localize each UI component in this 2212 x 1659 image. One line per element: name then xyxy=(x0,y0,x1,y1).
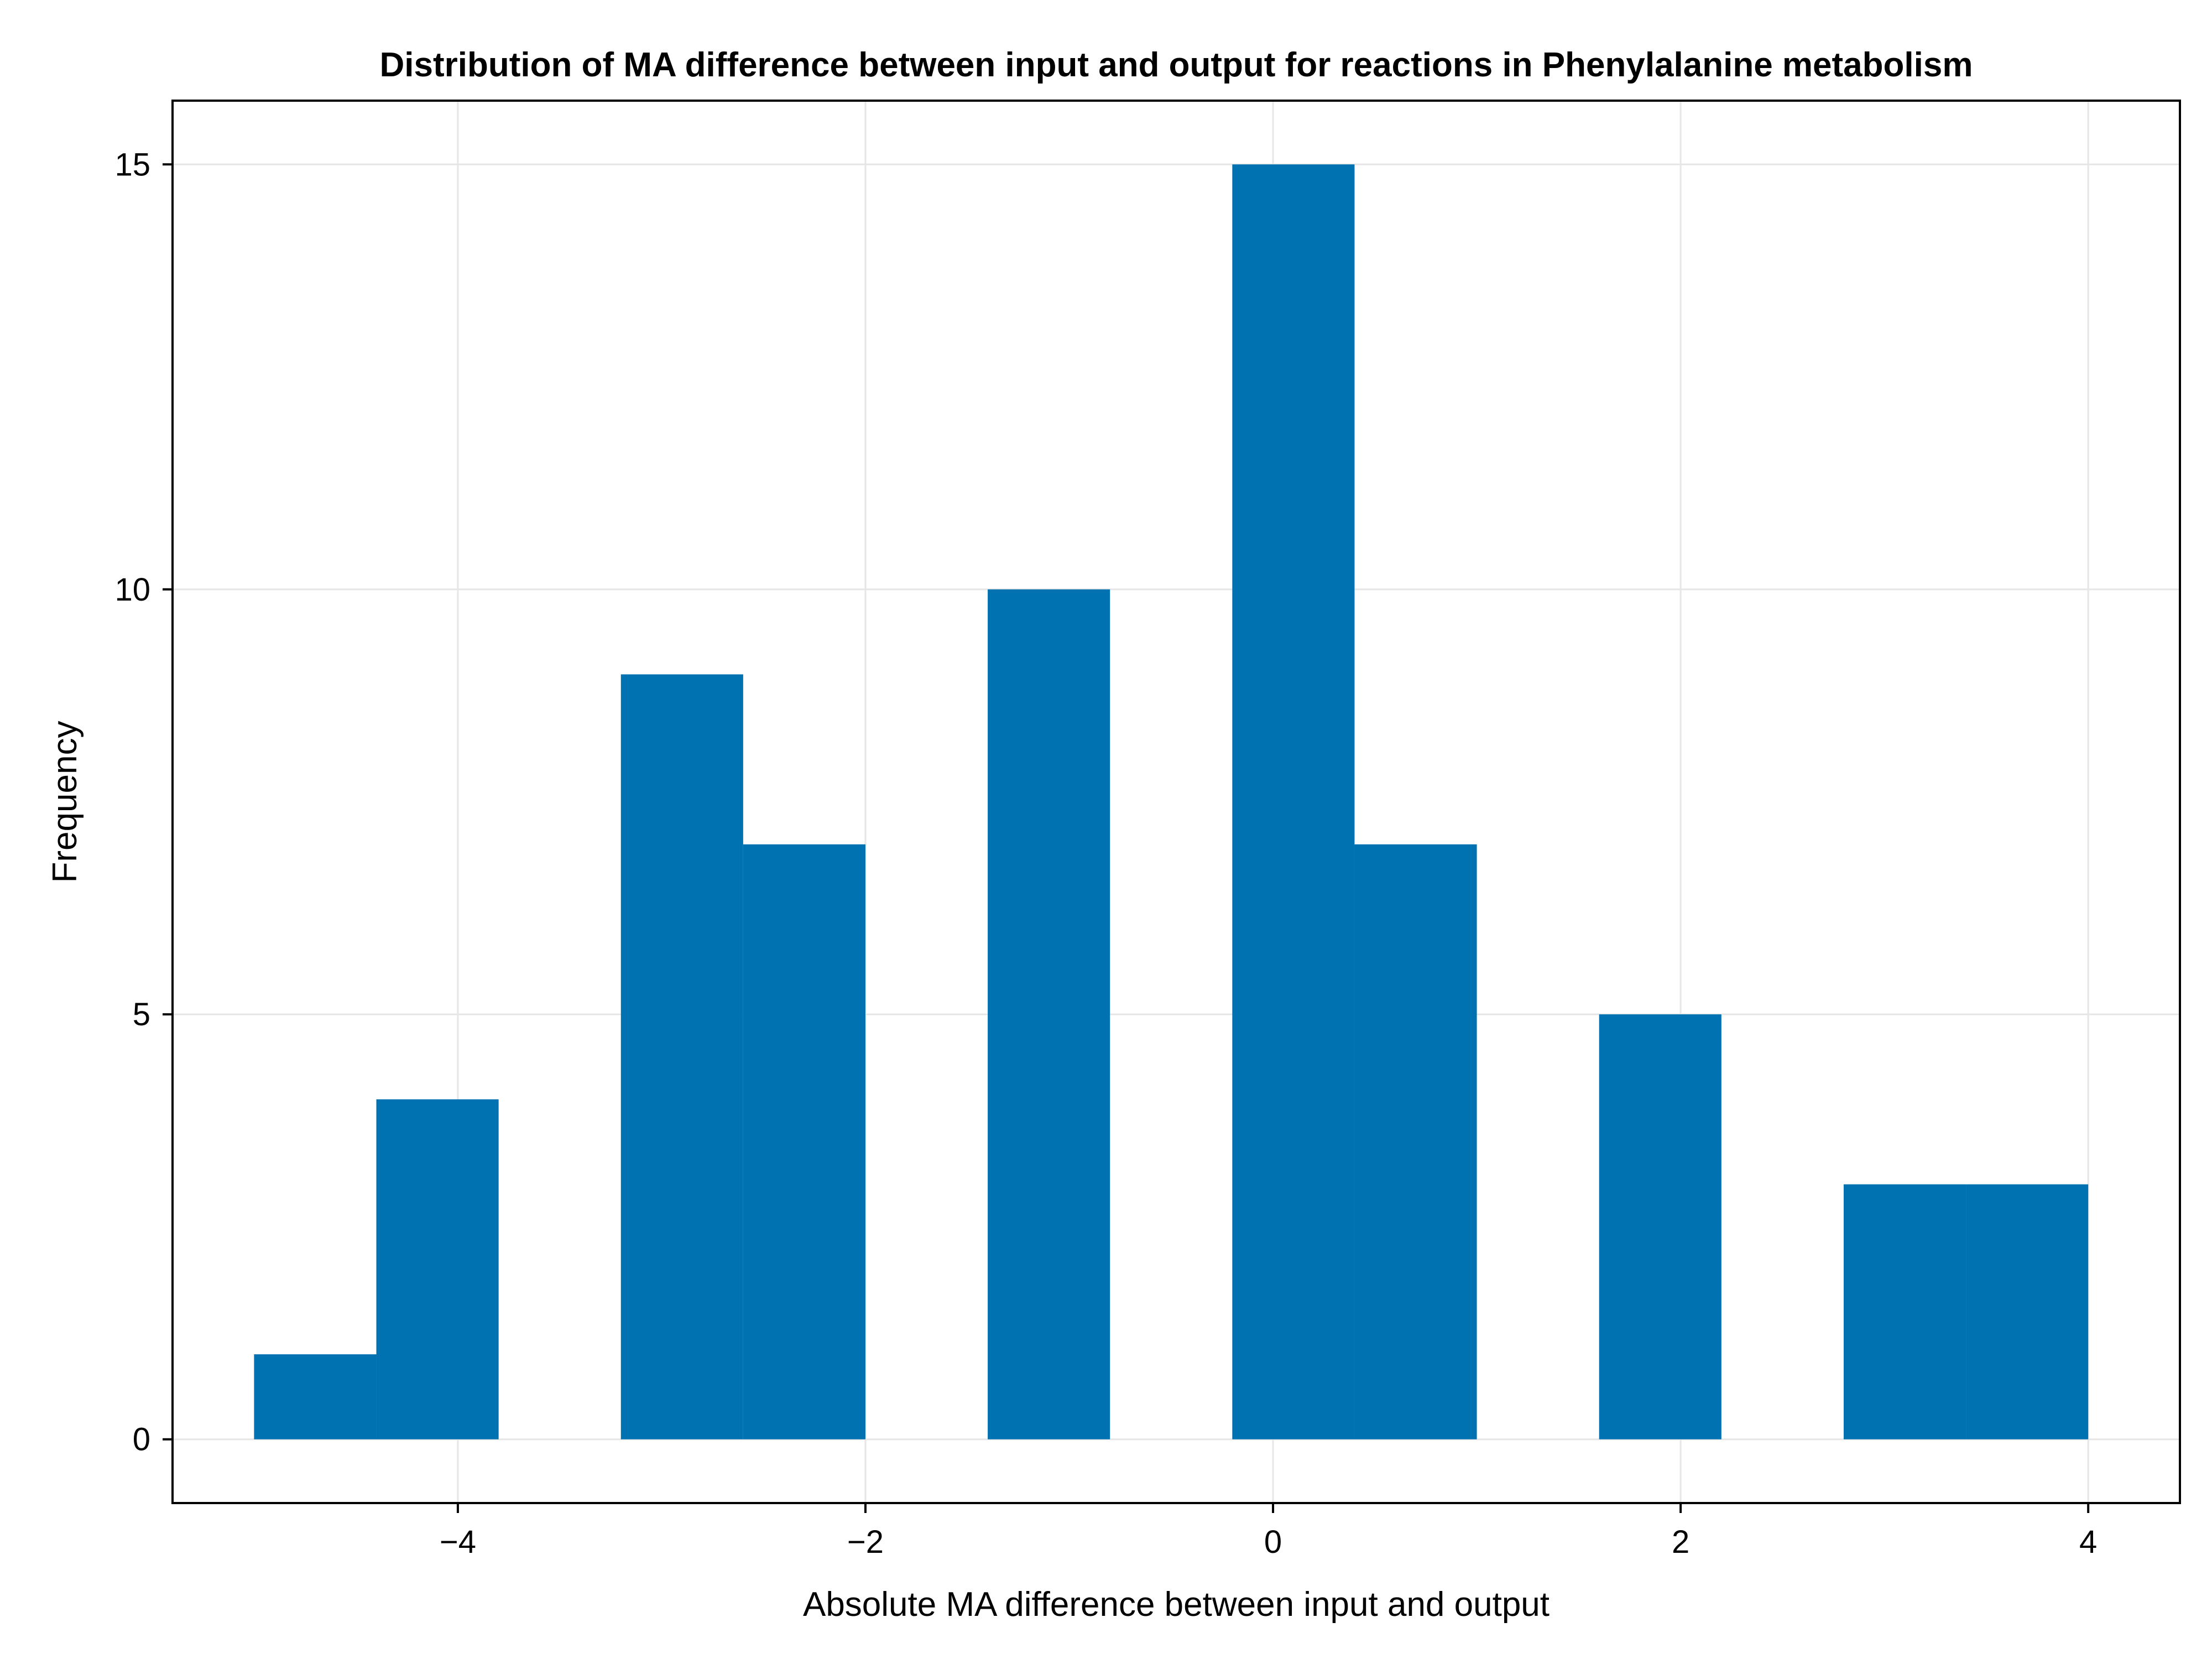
histogram-bar xyxy=(988,589,1110,1439)
histogram-bar xyxy=(1354,844,1477,1439)
histogram-bar xyxy=(376,1099,499,1439)
y-tick-label: 5 xyxy=(133,997,150,1032)
x-axis-label: Absolute MA difference between input and… xyxy=(803,1585,1550,1624)
histogram-bar xyxy=(1599,1014,1721,1439)
plot-frame xyxy=(171,100,2181,1504)
tick-layer: −4 −2 0 2 4 0 5 10 15 xyxy=(114,147,2097,1560)
y-tick-label: 0 xyxy=(133,1422,150,1458)
histogram-bar xyxy=(743,844,865,1439)
y-axis-label: Frequency xyxy=(46,721,84,883)
histogram-bar xyxy=(1843,1184,1966,1439)
histogram-bar xyxy=(620,674,743,1439)
x-tick-label: −2 xyxy=(847,1524,884,1560)
x-tick-label: 2 xyxy=(1672,1524,1689,1560)
histogram-bar xyxy=(1966,1184,2089,1439)
histogram-bar xyxy=(254,1354,377,1439)
bar-layer xyxy=(254,164,2089,1439)
chart-title: Distribution of MA difference between in… xyxy=(380,46,1973,84)
y-tick-label: 10 xyxy=(114,572,150,608)
x-tick-label: 4 xyxy=(2079,1524,2097,1560)
y-tick-label: 15 xyxy=(114,147,150,182)
x-tick-label: −4 xyxy=(440,1524,476,1560)
histogram-bar xyxy=(1232,164,1355,1439)
x-tick-label: 0 xyxy=(1264,1524,1282,1560)
